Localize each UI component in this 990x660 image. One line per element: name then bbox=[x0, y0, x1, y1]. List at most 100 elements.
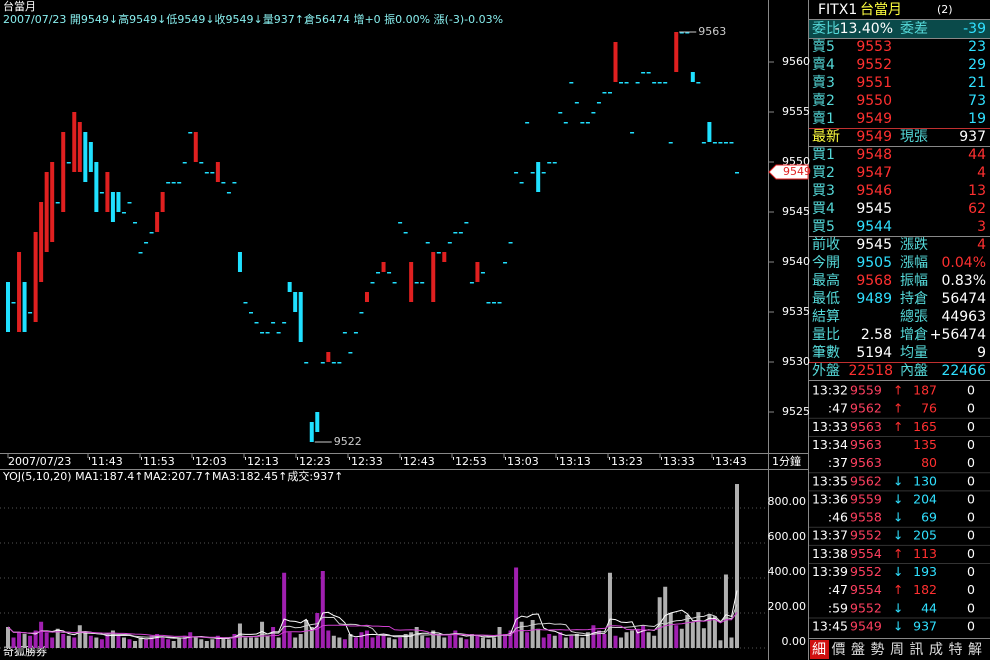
candle-body bbox=[331, 362, 336, 364]
tab[interactable]: 盤 bbox=[851, 642, 865, 658]
trade-time: :47 bbox=[828, 401, 848, 416]
volume-bar bbox=[348, 634, 353, 648]
trade-time: 13:39 bbox=[812, 564, 848, 579]
candle-body bbox=[646, 72, 651, 74]
candle-body bbox=[381, 262, 386, 272]
candle-body bbox=[6, 282, 10, 332]
candle-body bbox=[696, 82, 701, 84]
candle-body bbox=[22, 282, 27, 332]
volume-bar bbox=[94, 637, 99, 648]
candle-body bbox=[364, 292, 369, 302]
row-label: 結算 bbox=[812, 309, 840, 325]
volume-bar bbox=[508, 630, 513, 648]
candle-body bbox=[243, 302, 248, 304]
volume-bar bbox=[232, 634, 237, 648]
tab[interactable]: 細 bbox=[812, 642, 826, 658]
candle-body bbox=[563, 122, 568, 124]
volume-bar bbox=[480, 637, 485, 648]
trade-price: 9563 bbox=[850, 437, 882, 452]
candle-body bbox=[138, 252, 143, 254]
candle-body bbox=[348, 352, 353, 354]
candle-body bbox=[33, 232, 38, 322]
book-volume: 62 bbox=[968, 201, 986, 217]
row-value: 22518 bbox=[848, 363, 893, 379]
volume-bar bbox=[436, 634, 441, 648]
candle-body bbox=[602, 92, 607, 94]
candle-body bbox=[260, 332, 265, 334]
volume-bar bbox=[530, 620, 535, 648]
candle-body bbox=[121, 212, 126, 214]
book-label: 買3 bbox=[812, 183, 835, 199]
tab[interactable]: 勢 bbox=[871, 642, 885, 658]
candle-body bbox=[320, 362, 325, 364]
tab[interactable]: 周 bbox=[890, 642, 904, 658]
volume-bar bbox=[547, 634, 552, 648]
candle-body bbox=[486, 302, 491, 304]
trade-time: 13:34 bbox=[812, 437, 848, 452]
trade-direction: ↓ bbox=[893, 491, 903, 506]
tab[interactable]: 價 bbox=[832, 641, 846, 658]
volume-bar bbox=[624, 632, 629, 648]
volume-bar bbox=[652, 635, 657, 648]
candle-body bbox=[193, 132, 198, 162]
volume-bar bbox=[387, 637, 392, 648]
row-value: -39 bbox=[963, 21, 986, 37]
volume-bar bbox=[635, 628, 640, 648]
candle-body bbox=[55, 202, 60, 204]
volume-bar bbox=[155, 634, 160, 648]
candle-body bbox=[39, 202, 44, 282]
volume-bar bbox=[723, 574, 728, 648]
volume-bar bbox=[116, 635, 121, 648]
candle-body bbox=[414, 282, 419, 284]
candle-body bbox=[503, 262, 508, 264]
volume-bar bbox=[204, 641, 209, 648]
candle-body bbox=[508, 242, 513, 244]
last-price-tag bbox=[768, 164, 809, 180]
volume-bar bbox=[663, 586, 668, 648]
candle-body bbox=[492, 302, 496, 304]
volume-bar bbox=[447, 635, 452, 648]
volume-bar bbox=[55, 628, 60, 648]
candle-body bbox=[469, 282, 474, 284]
trade-volume: 165 bbox=[913, 419, 937, 434]
volume-legend: YOJ(5,10,20) MA1:187.4↑MA2:207.7↑MA3:182… bbox=[2, 469, 343, 483]
volume-bar bbox=[304, 620, 309, 648]
candle-body bbox=[392, 282, 397, 284]
book-label: 買5 bbox=[812, 219, 835, 235]
book-price: 9547 bbox=[856, 165, 892, 181]
candle-body bbox=[712, 142, 717, 144]
trade-volume: 135 bbox=[913, 437, 937, 452]
x-tick-label: 2007/07/23 bbox=[8, 455, 71, 468]
tab[interactable]: 解 bbox=[968, 642, 982, 658]
volume-bar bbox=[541, 637, 546, 648]
tab[interactable]: 特 bbox=[949, 642, 963, 658]
candle-body bbox=[337, 362, 342, 364]
tab[interactable]: 成 bbox=[929, 642, 943, 658]
trade-change: 0 bbox=[967, 600, 975, 615]
candle-body bbox=[552, 162, 557, 164]
x-tick-label: '13:03 bbox=[504, 455, 539, 468]
candle-body bbox=[707, 122, 712, 142]
tab[interactable]: 訊 bbox=[910, 642, 924, 658]
trade-price: 9558 bbox=[850, 510, 882, 525]
candle-body bbox=[442, 252, 447, 262]
volume-bar bbox=[177, 637, 182, 648]
volume-bar bbox=[160, 637, 165, 648]
candle-body bbox=[166, 182, 171, 184]
candle-body bbox=[155, 212, 160, 232]
candle-body bbox=[237, 252, 242, 272]
volume-bar bbox=[431, 630, 436, 648]
row-value: +56474 bbox=[930, 327, 986, 343]
candle-body bbox=[265, 332, 270, 334]
volume-bar bbox=[729, 637, 734, 648]
y-tick-label: 9555 bbox=[782, 105, 810, 118]
trade-direction: ↓ bbox=[893, 510, 903, 525]
trade-change: 0 bbox=[967, 383, 975, 398]
trade-change: 0 bbox=[967, 455, 975, 470]
volume-bar bbox=[149, 635, 154, 648]
candle-body bbox=[403, 232, 408, 234]
y-tick-label: 9530 bbox=[782, 355, 810, 368]
y-tick-label: 800.00 bbox=[768, 495, 807, 508]
book-volume: 29 bbox=[968, 57, 986, 73]
volume-bar bbox=[364, 630, 369, 648]
